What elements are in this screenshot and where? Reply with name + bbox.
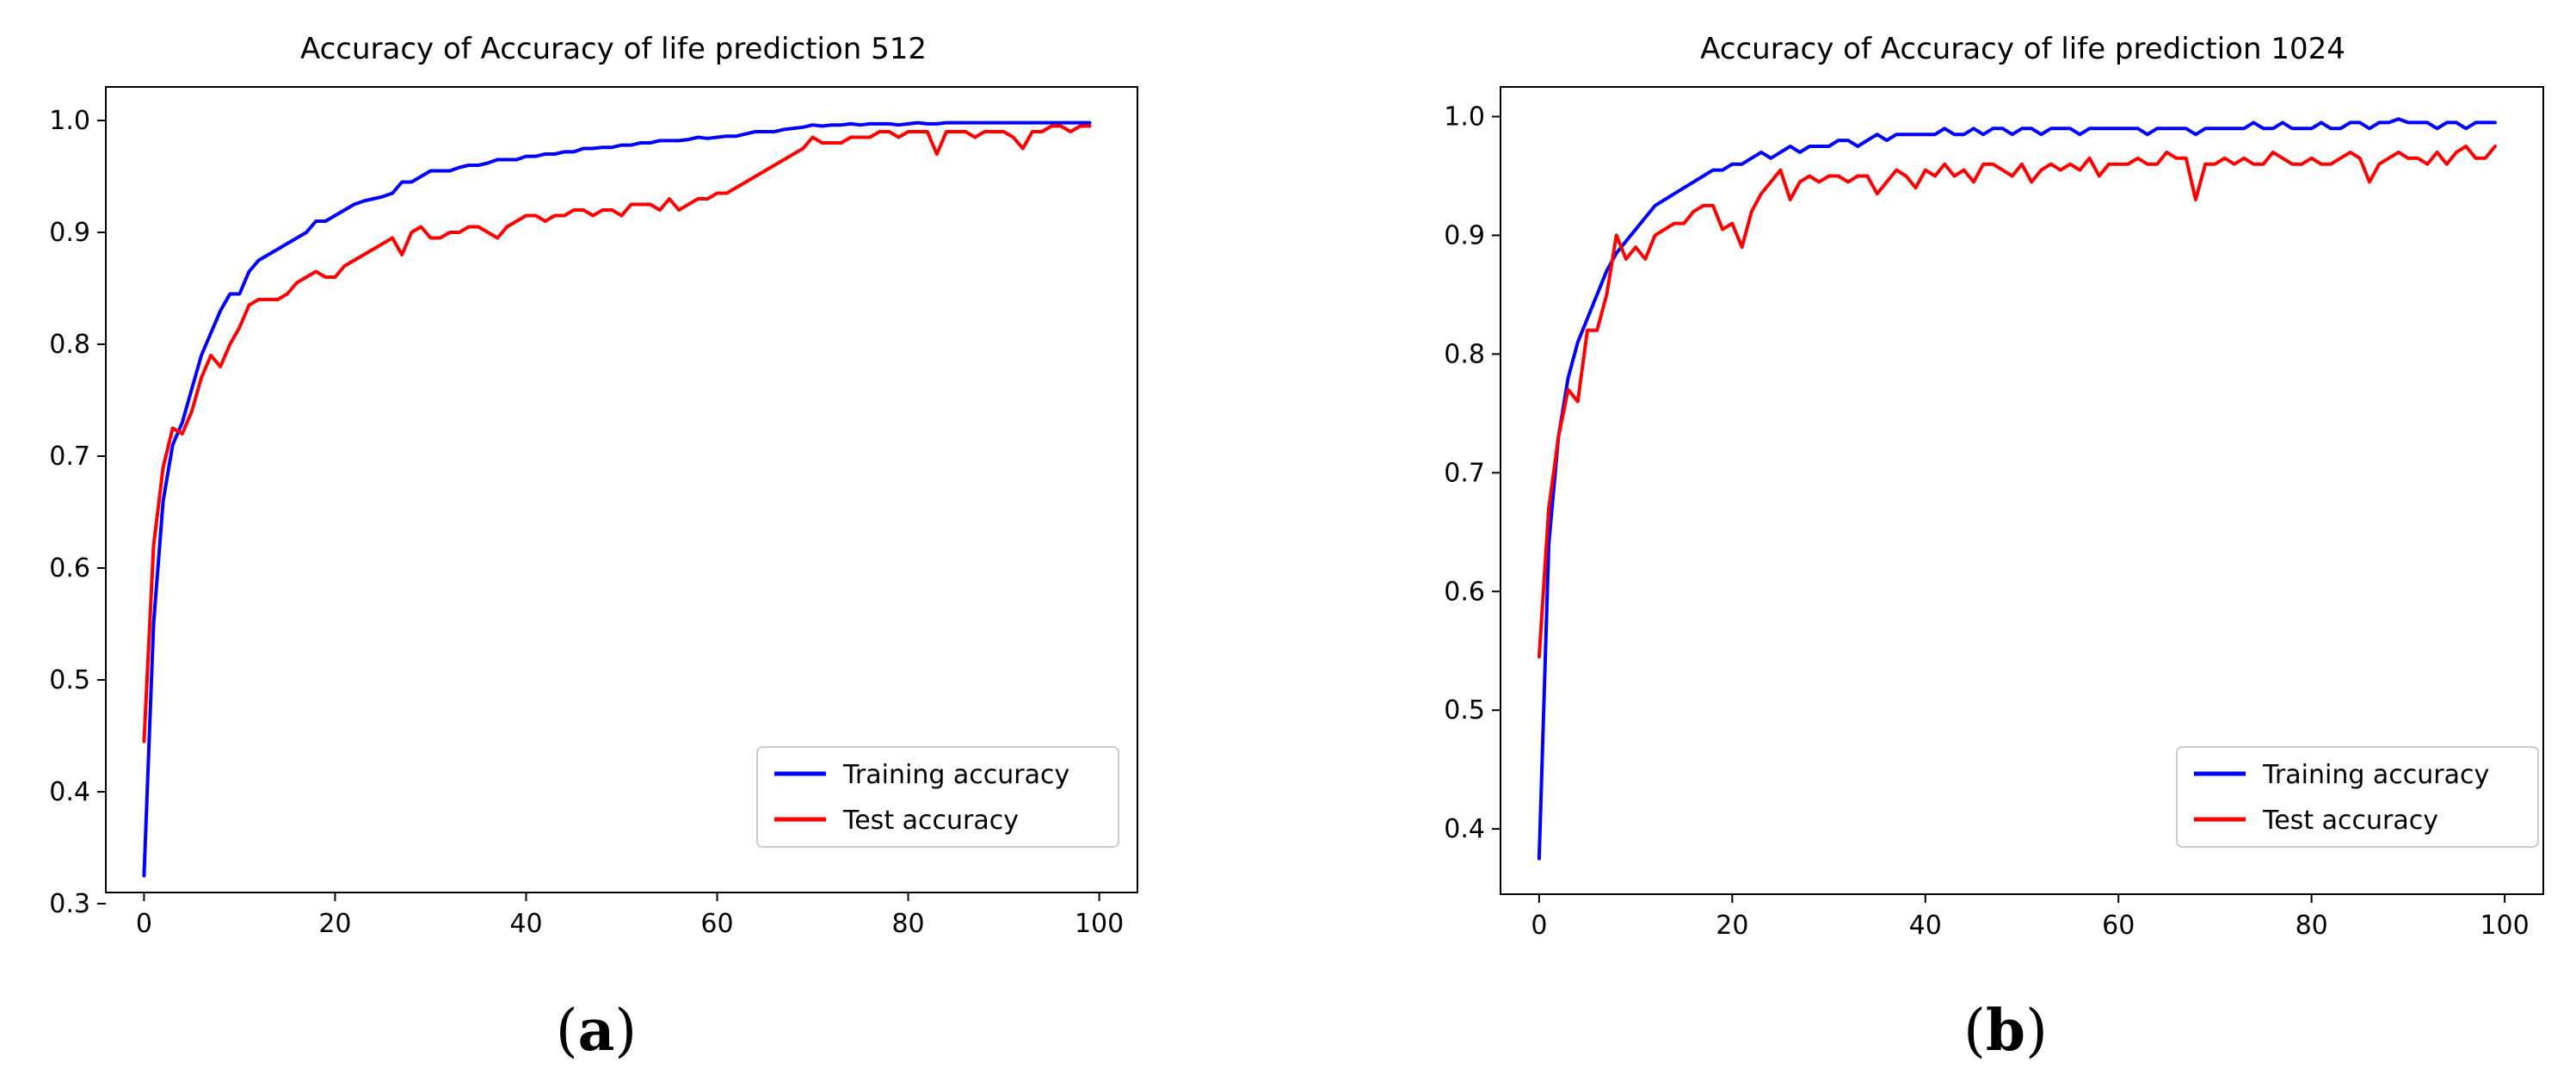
legend-box: [2176, 746, 2539, 848]
y-tick-label: 0.4: [1444, 814, 1485, 844]
plot-frame: [105, 86, 1138, 893]
y-tick-label: 0.8: [49, 330, 90, 360]
y-tick-label: 1.0: [49, 106, 90, 136]
x-tick-label: 60: [700, 909, 733, 939]
panel-label-b: (b): [1963, 997, 2048, 1064]
chart-title: Accuracy of Accuracy of life prediction …: [1700, 32, 2345, 66]
x-tick-label: 20: [318, 909, 351, 939]
series-line-test: [142, 124, 1092, 744]
y-tick-label: 0.5: [49, 665, 90, 695]
x-tick-label: 0: [1531, 911, 1547, 941]
x-tick-label: 100: [2480, 911, 2529, 941]
y-tick-label: 0.4: [49, 777, 90, 807]
x-tick-label: 100: [1075, 909, 1124, 939]
panel-label-a: (a): [556, 997, 637, 1064]
chart-panel-a: Accuracy of Accuracy of life prediction …: [49, 32, 1138, 1064]
x-tick-label: 80: [891, 909, 924, 939]
tick-layer: 0 20 40 60 80 100 0.4 0.5 0.6 0.7 0.8 0.9 1.0: [1444, 102, 2529, 941]
x-tick-label: 80: [2296, 911, 2328, 941]
series-line-training: [1537, 117, 2497, 861]
y-tick-label: 0.9: [1444, 220, 1485, 250]
panel-label-letter: b: [1986, 997, 2025, 1064]
series-line-training: [142, 120, 1092, 878]
y-tick-label: 0.8: [1444, 339, 1485, 369]
y-tick-label: 0.6: [1444, 577, 1485, 607]
y-tick-label: 0.3: [49, 889, 90, 919]
legend-box: [756, 746, 1119, 848]
legend: Training accuracy Test accuracy: [756, 746, 1119, 848]
series-line-test: [1537, 145, 2497, 659]
legend-label-test: Test accuracy: [2262, 806, 2438, 836]
series-layer: [142, 120, 1092, 878]
y-tick-label: 0.7: [49, 442, 90, 472]
legend-label-test: Test accuracy: [842, 806, 1019, 836]
y-tick-label: 0.5: [1444, 695, 1485, 726]
legend-label-training: Training accuracy: [842, 760, 1069, 790]
chart-panel-b: Accuracy of Accuracy of life prediction …: [1444, 32, 2544, 1064]
legend-label-training: Training accuracy: [2262, 760, 2489, 790]
x-tick-label: 60: [2102, 911, 2135, 941]
chart-title: Accuracy of Accuracy of life prediction …: [300, 32, 927, 66]
panel-label-letter: a: [578, 997, 615, 1064]
tick-layer: 0 20 40 60 80 100 0.3 0.4 0.5 0.6 0.7 0.8 0.9 1.0: [49, 106, 1124, 939]
x-tick-label: 40: [509, 909, 542, 939]
y-tick-label: 0.6: [49, 553, 90, 584]
legend: Training accuracy Test accuracy: [2176, 746, 2539, 848]
y-tick-label: 0.7: [1444, 458, 1485, 488]
y-tick-label: 0.9: [49, 218, 90, 248]
series-layer: [1537, 117, 2497, 861]
x-tick-label: 0: [136, 909, 152, 939]
y-tick-label: 1.0: [1444, 102, 1485, 132]
x-tick-label: 20: [1716, 911, 1748, 941]
plot-frame: [1500, 86, 2544, 895]
x-tick-label: 40: [1909, 911, 1942, 941]
